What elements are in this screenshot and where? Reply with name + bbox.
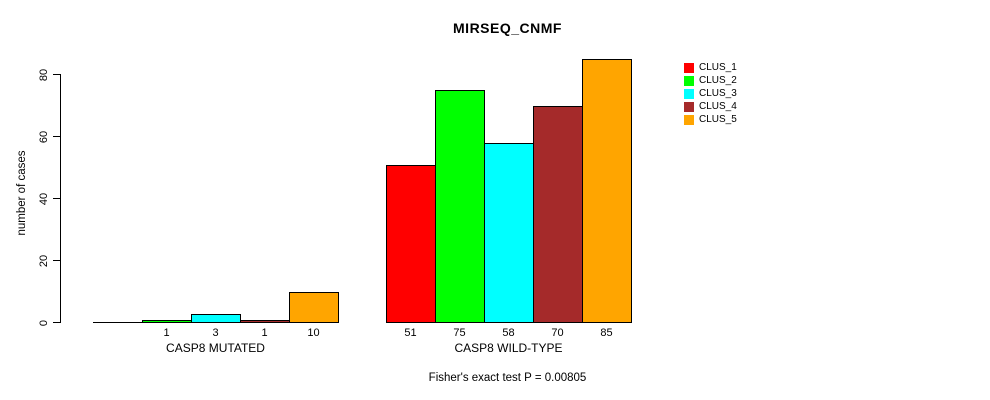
bar-value-label: 1 [261,327,268,339]
bar-clus_1-wild-type [386,165,436,323]
y-tick-label: 40 [38,192,50,205]
y-tick-mark [53,198,60,199]
y-tick-label: 0 [38,319,50,326]
bar-clus_5-wild-type [582,59,632,323]
bar-value-label: 10 [307,327,320,339]
y-tick-mark [53,322,60,323]
y-tick-mark [53,260,60,261]
y-tick-mark [53,74,60,75]
legend-swatch-clus_4 [684,102,694,112]
y-tick-mark [53,136,60,137]
bar-value-label: 70 [551,327,564,339]
y-axis-line [60,74,61,323]
bar-value-label: 75 [453,327,466,339]
bar-clus_2-wild-type [435,90,485,323]
y-tick-label: 60 [38,130,50,143]
legend-swatch-clus_5 [684,115,694,125]
legend-swatch-clus_3 [684,89,694,99]
bar-value-label: 85 [600,327,613,339]
bar-value-label: 58 [502,327,515,339]
legend-label-clus_4: CLUS_4 [699,101,737,112]
y-tick-label: 80 [38,68,50,81]
bar-clus_2-mutated [142,320,192,323]
chart-title: MIRSEQ_CNMF [453,20,562,36]
bar-clus_4-wild-type [533,106,583,323]
bar-value-label: 1 [163,327,170,339]
bar-clus_3-wild-type [484,143,534,323]
bar-value-label: 3 [212,327,219,339]
legend-swatch-clus_2 [684,76,694,86]
legend-label-clus_2: CLUS_2 [699,75,737,86]
y-axis-label: number of cases [16,150,28,236]
bar-clus_5-mutated [289,292,339,323]
category-label-casp8-wild-type: CASP8 WILD-TYPE [454,341,563,355]
y-tick-label: 20 [38,254,50,267]
category-label-casp8-mutated: CASP8 MUTATED [166,341,265,355]
legend-label-clus_1: CLUS_1 [699,62,737,73]
bar-clus_4-mutated [240,320,290,323]
legend-swatch-clus_1 [684,63,694,73]
legend-label-clus_3: CLUS_3 [699,88,737,99]
legend-label-clus_5: CLUS_5 [699,114,737,125]
bar-clus_3-mutated [191,314,241,323]
bar-value-label: 51 [404,327,417,339]
fisher-test-annotation: Fisher's exact test P = 0.00805 [428,372,587,384]
